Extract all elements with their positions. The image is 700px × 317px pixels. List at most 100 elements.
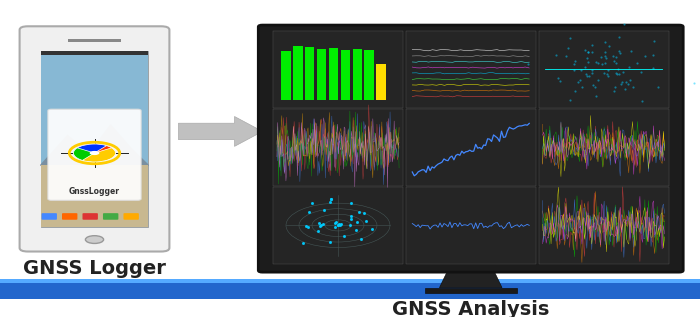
Point xyxy=(313,229,324,234)
Point xyxy=(352,219,363,224)
Point xyxy=(595,54,606,59)
Point xyxy=(610,70,621,75)
Point xyxy=(360,219,372,224)
Point xyxy=(366,227,377,232)
Point xyxy=(601,72,612,77)
Point xyxy=(616,79,627,84)
Point xyxy=(599,60,610,65)
Point xyxy=(302,225,313,230)
Point xyxy=(315,223,326,228)
Point xyxy=(608,53,619,58)
Point xyxy=(631,60,643,65)
Point xyxy=(582,74,593,79)
Point xyxy=(326,197,337,202)
Point xyxy=(331,219,342,224)
Bar xyxy=(273,187,403,264)
Point xyxy=(591,59,602,64)
Point xyxy=(562,46,573,51)
Point xyxy=(330,220,341,225)
Point xyxy=(648,65,659,70)
Point xyxy=(522,61,533,67)
Point xyxy=(625,49,636,54)
Circle shape xyxy=(90,151,99,155)
Point xyxy=(307,200,318,205)
Point xyxy=(574,78,585,83)
Point xyxy=(332,223,344,228)
Point xyxy=(610,85,621,90)
Point xyxy=(333,223,344,228)
Polygon shape xyxy=(41,125,148,165)
Point xyxy=(612,67,624,72)
FancyBboxPatch shape xyxy=(48,109,141,200)
Point xyxy=(614,51,625,56)
Point xyxy=(333,221,344,226)
Point xyxy=(587,68,598,73)
Point xyxy=(330,224,341,230)
Circle shape xyxy=(85,236,104,243)
Point xyxy=(568,67,580,72)
Bar xyxy=(41,51,148,165)
Text: GNSS Logger: GNSS Logger xyxy=(23,259,166,278)
Bar xyxy=(377,64,386,100)
Point xyxy=(564,35,575,40)
Point xyxy=(576,85,587,90)
Point xyxy=(554,79,566,84)
Wedge shape xyxy=(74,148,106,162)
Point xyxy=(335,222,346,227)
Point xyxy=(351,228,362,233)
FancyBboxPatch shape xyxy=(20,26,169,251)
Bar xyxy=(538,31,668,108)
Bar xyxy=(293,46,302,100)
Text: GnssLogger: GnssLogger xyxy=(69,187,120,196)
Point xyxy=(318,207,329,212)
Point xyxy=(318,222,329,227)
Point xyxy=(622,81,634,87)
Bar xyxy=(538,187,668,264)
Point xyxy=(688,80,699,85)
Bar xyxy=(273,109,403,186)
Point xyxy=(314,221,325,226)
Point xyxy=(573,80,584,85)
Point xyxy=(618,70,629,75)
Point xyxy=(345,214,356,219)
Point xyxy=(345,216,356,221)
Point xyxy=(580,48,591,53)
Polygon shape xyxy=(440,270,502,288)
Point xyxy=(587,82,598,87)
FancyBboxPatch shape xyxy=(62,213,78,220)
Point xyxy=(610,61,621,66)
Point xyxy=(635,69,646,74)
Bar xyxy=(281,51,290,100)
Point xyxy=(580,65,591,70)
Point xyxy=(628,85,639,90)
Point xyxy=(620,80,631,85)
Bar xyxy=(304,48,314,100)
Point xyxy=(587,70,598,75)
Wedge shape xyxy=(74,144,106,158)
Point xyxy=(335,223,346,228)
Point xyxy=(581,55,592,60)
FancyBboxPatch shape xyxy=(83,213,98,220)
Text: GNSS Analysis: GNSS Analysis xyxy=(392,300,550,317)
Point xyxy=(610,54,621,59)
Point xyxy=(611,71,622,76)
Bar xyxy=(353,49,363,100)
Point xyxy=(613,49,624,54)
Point xyxy=(599,49,610,54)
Bar xyxy=(41,165,148,227)
Point xyxy=(315,224,326,229)
Point xyxy=(568,62,580,67)
Point xyxy=(582,50,594,55)
Point xyxy=(338,233,349,238)
Bar xyxy=(0,283,700,299)
Point xyxy=(603,43,614,49)
Point xyxy=(590,93,601,98)
Point xyxy=(304,210,315,215)
Point xyxy=(592,60,603,65)
Point xyxy=(618,22,629,27)
Point xyxy=(596,62,608,67)
Point xyxy=(648,52,659,57)
Wedge shape xyxy=(83,148,116,162)
Point xyxy=(358,210,370,215)
Point xyxy=(582,49,594,55)
